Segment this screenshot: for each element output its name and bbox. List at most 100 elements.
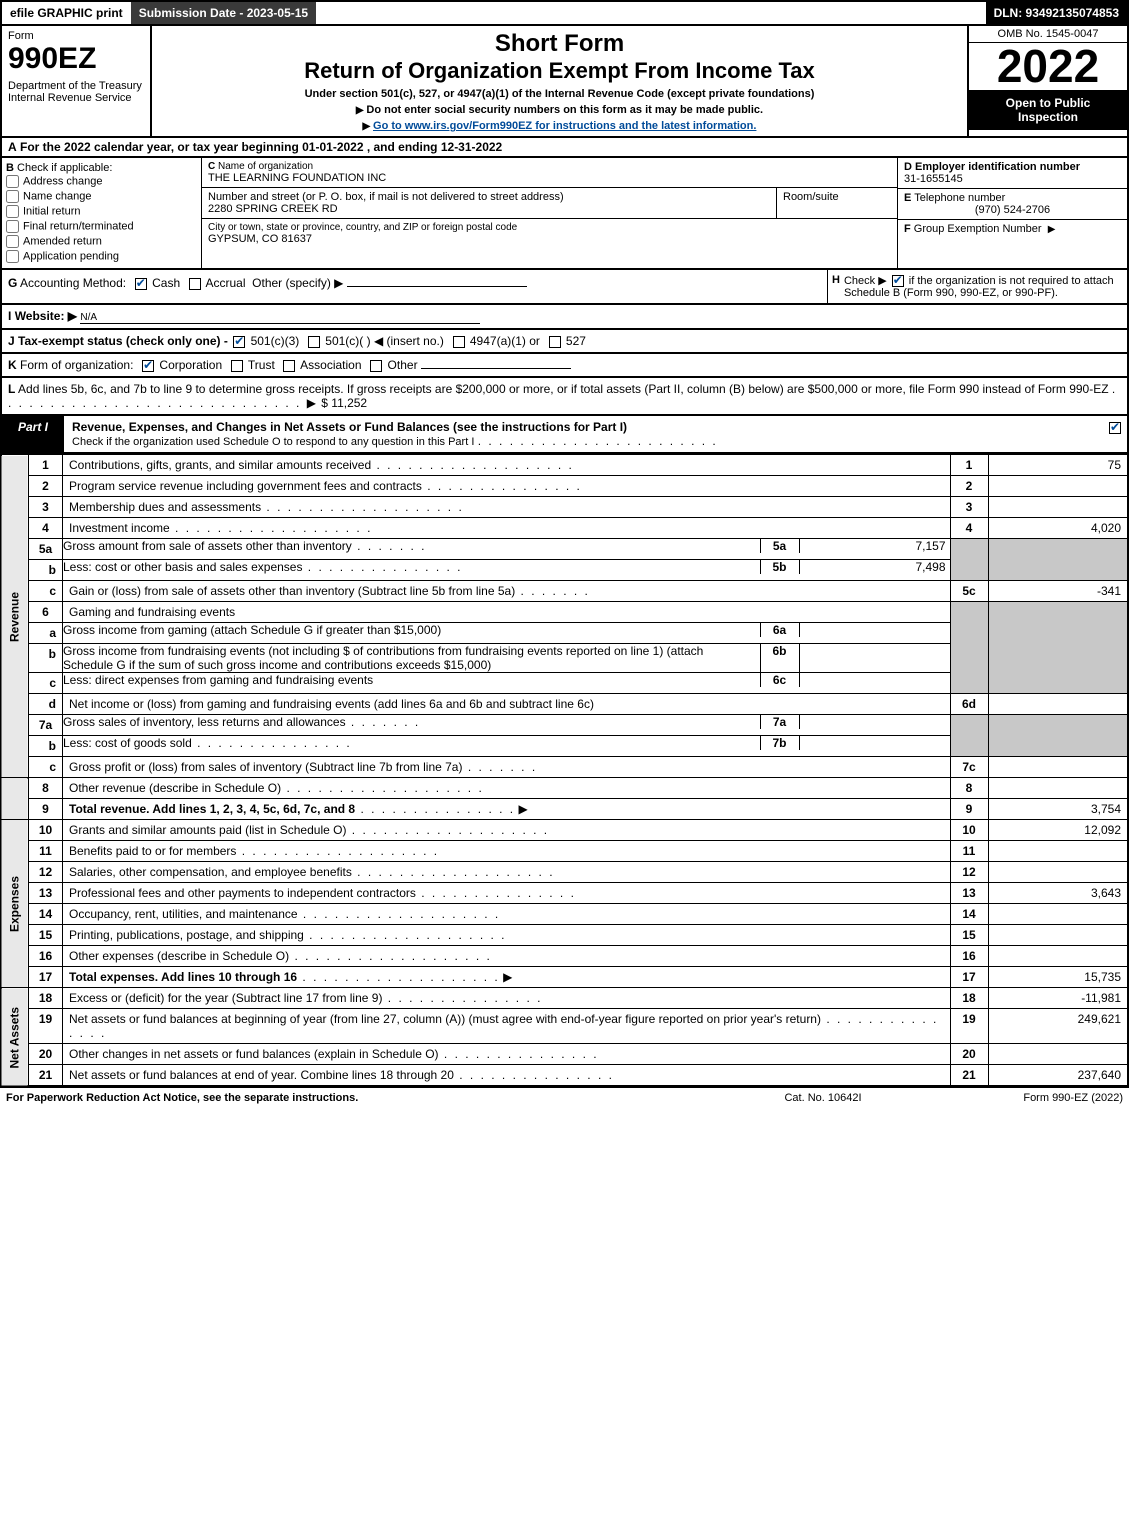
ck-other-org[interactable] (370, 360, 382, 372)
line-7a-val (800, 715, 950, 729)
page-footer: For Paperwork Reduction Act Notice, see … (0, 1087, 1129, 1108)
ck-527[interactable] (549, 336, 561, 348)
b-label: Check if applicable: (17, 162, 112, 174)
line-9-val: 3,754 (988, 799, 1128, 820)
line-21-val: 237,640 (988, 1065, 1128, 1087)
line-5c-desc: Gain or (loss) from sale of assets other… (63, 581, 951, 602)
cb-application-pending[interactable]: Application pending (6, 249, 197, 264)
ck-trust[interactable] (231, 360, 243, 372)
ck-h[interactable] (892, 275, 904, 287)
line-13-val: 3,643 (988, 883, 1128, 904)
line-7b-val (800, 736, 950, 750)
side-netassets: Net Assets (1, 988, 29, 1087)
title-short: Short Form (156, 30, 963, 58)
f-lbl: Group Exemption Number (914, 223, 1042, 235)
arrow-icon: ▶ (1048, 224, 1056, 235)
entity-block: B Check if applicable: Address change Na… (0, 158, 1129, 270)
cb-address-change[interactable]: Address change (6, 174, 197, 189)
line-3-desc: Membership dues and assessments . . . . … (63, 497, 951, 518)
org-name: THE LEARNING FOUNDATION INC (208, 172, 891, 184)
col-def: D Employer identification number 31-1655… (897, 158, 1127, 268)
ein: 31-1655145 (904, 173, 963, 185)
side-revenue: Revenue (1, 455, 29, 778)
irs-link[interactable]: Go to www.irs.gov/Form990EZ for instruct… (373, 120, 756, 132)
line-21-desc: Net assets or fund balances at end of ye… (63, 1065, 951, 1087)
org-street: 2280 SPRING CREEK RD (208, 203, 770, 215)
ck-accrual[interactable] (189, 278, 201, 290)
form-title-block: Short Form Return of Organization Exempt… (152, 26, 967, 136)
g-lbl: Accounting Method: (20, 276, 126, 290)
h-block: H Check ▶ if the organization is not req… (827, 270, 1127, 303)
line-16-desc: Other expenses (describe in Schedule O) … (63, 946, 951, 967)
cb-final-return[interactable]: Final return/terminated (6, 219, 197, 234)
k-other-line[interactable] (421, 368, 571, 369)
line-11-desc: Benefits paid to or for members . . . . … (63, 841, 951, 862)
line-15-desc: Printing, publications, postage, and shi… (63, 925, 951, 946)
part1-header: Part I Revenue, Expenses, and Changes in… (0, 416, 1129, 454)
ck-assoc[interactable] (283, 360, 295, 372)
line-17-desc: Total expenses. Add lines 10 through 16 … (63, 967, 951, 988)
line-6c-desc: Less: direct expenses from gaming and fu… (63, 673, 760, 687)
line-12-val (988, 862, 1128, 883)
line-15-val (988, 925, 1128, 946)
e-lbl: Telephone number (914, 192, 1005, 204)
line-11-val (988, 841, 1128, 862)
g-other-line[interactable] (347, 286, 527, 287)
line-6d-desc: Net income or (loss) from gaming and fun… (63, 694, 951, 715)
col-c: C Name of organization THE LEARNING FOUN… (202, 158, 897, 268)
form-id-block: Form 990EZ Department of the Treasury In… (2, 26, 152, 136)
line-12-desc: Salaries, other compensation, and employ… (63, 862, 951, 883)
line-6a-desc: Gross income from gaming (attach Schedul… (63, 623, 760, 637)
footer-cat: Cat. No. 10642I (723, 1092, 923, 1104)
top-bar: efile GRAPHIC print Submission Date - 20… (0, 0, 1129, 26)
ck-cash[interactable] (135, 278, 147, 290)
c-name-lbl: Name of organization (218, 161, 313, 172)
line-14-desc: Occupancy, rent, utilities, and maintena… (63, 904, 951, 925)
line-k: K Form of organization: Corporation Trus… (0, 354, 1129, 378)
part1-table: Revenue 1 Contributions, gifts, grants, … (0, 454, 1129, 1087)
line-6-desc: Gaming and fundraising events (63, 602, 951, 623)
line-7b-desc: Less: cost of goods sold . . . . . . . .… (63, 736, 760, 750)
efile-print[interactable]: efile GRAPHIC print (2, 2, 131, 24)
ck-501c3[interactable] (233, 336, 245, 348)
ck-4947[interactable] (453, 336, 465, 348)
submission-date: Submission Date - 2023-05-15 (131, 2, 316, 24)
subtitle: Under section 501(c), 527, or 4947(a)(1)… (156, 88, 963, 100)
part1-checkbox[interactable] (1103, 416, 1127, 452)
line-a: A For the 2022 calendar year, or tax yea… (0, 138, 1129, 158)
line-2-val (988, 476, 1128, 497)
line-10-val: 12,092 (988, 820, 1128, 841)
i-lbl: Website: ▶ (15, 309, 77, 323)
cb-initial-return[interactable]: Initial return (6, 204, 197, 219)
line-20-val (988, 1044, 1128, 1065)
k-text: Form of organization: (20, 358, 133, 372)
line-16-val (988, 946, 1128, 967)
open-public: Open to Public Inspection (969, 89, 1127, 130)
line-5c-val: -341 (988, 581, 1128, 602)
line-4-val: 4,020 (988, 518, 1128, 539)
form-word: Form (8, 30, 144, 42)
year-block: OMB No. 1545-0047 2022 Open to Public In… (967, 26, 1127, 136)
line-18-val: -11,981 (988, 988, 1128, 1009)
line-14-val (988, 904, 1128, 925)
c-street-lbl: Number and street (or P. O. box, if mail… (208, 191, 770, 203)
line-8-desc: Other revenue (describe in Schedule O) .… (63, 778, 951, 799)
line-6d-val (988, 694, 1128, 715)
part1-tag: Part I (2, 416, 64, 452)
ck-501c[interactable] (308, 336, 320, 348)
line-l: L Add lines 5b, 6c, and 7b to line 9 to … (0, 378, 1129, 416)
org-city: GYPSUM, CO 81637 (208, 233, 891, 245)
line-19-val: 249,621 (988, 1009, 1128, 1044)
line-5b-desc: Less: cost or other basis and sales expe… (63, 560, 760, 574)
c-city-lbl: City or town, state or province, country… (208, 222, 891, 233)
j-text: Tax-exempt status (check only one) - (18, 334, 228, 348)
cb-amended-return[interactable]: Amended return (6, 234, 197, 249)
ck-corp[interactable] (142, 360, 154, 372)
line-1-desc: Contributions, gifts, grants, and simila… (63, 455, 951, 476)
line-7c-val (988, 757, 1128, 778)
col-b: B Check if applicable: Address change Na… (2, 158, 202, 268)
line-20-desc: Other changes in net assets or fund bala… (63, 1044, 951, 1065)
cb-name-change[interactable]: Name change (6, 189, 197, 204)
phone: (970) 524-2706 (904, 204, 1121, 216)
row-gh: G Accounting Method: Cash Accrual Other … (0, 270, 1129, 305)
